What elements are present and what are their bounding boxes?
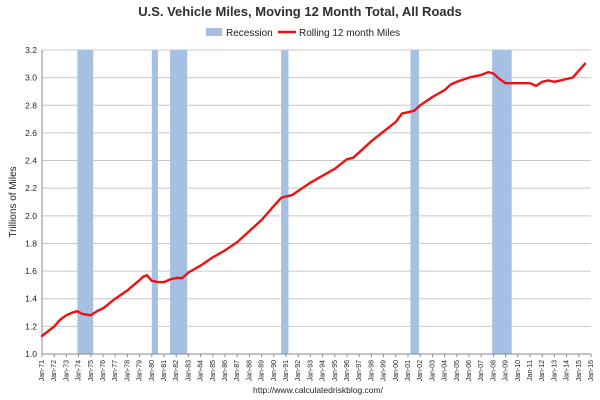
y-tick-label: 2.2: [25, 183, 37, 193]
x-tick-label: Jan-89: [259, 360, 266, 382]
x-tick-label: Jan-96: [344, 360, 351, 382]
legend-miles-label: Rolling 12 month Miles: [299, 28, 400, 39]
x-tick-label: Jan-74: [76, 360, 83, 382]
x-tick-label: Jan-03: [429, 360, 436, 382]
x-tick-label: Jan-12: [539, 360, 546, 382]
legend: Recession Rolling 12 month Miles: [206, 28, 400, 39]
x-tick-label: Jan-75: [88, 360, 95, 382]
x-tick-label: Jan-04: [442, 360, 449, 382]
x-tick-label: Jan-05: [454, 360, 461, 382]
x-tick-label: Jan-00: [393, 360, 400, 382]
x-tick-label: Jan-98: [368, 360, 375, 382]
y-tick-label: 1.4: [25, 294, 37, 304]
x-tick-label: Jan-95: [332, 360, 339, 382]
x-tick-label: Jan-08: [490, 360, 497, 382]
y-tick-label: 2.8: [25, 100, 37, 110]
x-tick-label: Jan-77: [112, 360, 119, 382]
x-tick-label: Jan-82: [173, 360, 180, 382]
chart-title: U.S. Vehicle Miles, Moving 12 Month Tota…: [138, 4, 462, 19]
x-tick-label: Jan-85: [210, 360, 217, 382]
legend-recession-swatch: [206, 28, 222, 36]
x-tick-label: Jan-83: [185, 360, 192, 382]
y-tick-label: 3.2: [25, 45, 37, 55]
y-tick-label: 1.8: [25, 238, 37, 248]
x-tick-label: Jan-06: [466, 360, 473, 382]
x-tick-label: Jan-86: [222, 360, 229, 382]
x-tick-label: Jan-16: [588, 360, 595, 382]
x-tick-label: Jan-94: [320, 360, 327, 382]
y-tick-label: 2.6: [25, 128, 37, 138]
x-tick-label: Jan-88: [246, 360, 253, 382]
x-tick-label: Jan-76: [100, 360, 107, 382]
x-tick-label: Jan-73: [63, 360, 70, 382]
x-tick-label: Jan-11: [527, 360, 534, 381]
x-tick-label: Jan-78: [124, 360, 131, 382]
x-tick-label: Jan-13: [551, 360, 558, 382]
x-tick-label: Jan-09: [503, 360, 510, 382]
x-tick-label: Jan-79: [137, 360, 144, 382]
recession-band: [170, 50, 188, 354]
x-tick-label: Jan-02: [417, 360, 424, 382]
y-axis-label: Trillions of Miles: [8, 166, 19, 237]
y-tick-label: 2.0: [25, 211, 37, 221]
legend-recession-label: Recession: [226, 28, 273, 39]
x-tick-label: Jan-72: [51, 360, 58, 382]
x-tick-label: Jan-71: [39, 360, 46, 382]
x-tick-label: Jan-07: [478, 360, 485, 382]
recession-band: [281, 50, 289, 354]
x-tick-label: Jan-80: [149, 360, 156, 382]
series-line-rolling-miles: [40, 62, 587, 338]
x-tick-label: Jan-81: [161, 360, 168, 382]
x-tick-label: Jan-84: [198, 360, 205, 382]
recession-band: [492, 50, 512, 354]
x-tick-label: Jan-90: [271, 360, 278, 382]
x-tick-label: Jan-14: [564, 360, 571, 382]
x-tick-label: Jan-92: [295, 360, 302, 382]
x-tick-label: Jan-91: [283, 360, 290, 382]
x-tick-label: Jan-97: [356, 360, 363, 382]
x-tick-label: Jan-87: [234, 360, 241, 382]
recession-band: [77, 50, 94, 354]
source-credit: http://www.calculatedriskblog.com/: [253, 385, 384, 395]
x-tick-label: Jan-93: [307, 360, 314, 382]
recession-band: [410, 50, 419, 354]
x-tick-label: Jan-15: [576, 360, 583, 382]
recession-band: [151, 50, 158, 354]
x-tick-label: Jan-10: [515, 360, 522, 382]
x-tick-label: Jan-99: [381, 360, 388, 382]
x-tick-label: Jan-01: [405, 360, 412, 382]
y-tick-label: 2.4: [25, 156, 37, 166]
y-tick-label: 1.6: [25, 266, 37, 276]
y-tick-label: 1.2: [25, 321, 37, 331]
y-tick-label: 3.0: [25, 73, 37, 83]
y-tick-label: 1.0: [25, 349, 37, 359]
plot-area: 1.0 1.2 1.4 1.6 1.8 2.0 2.2 2.4 2.6 2.8 3.0 3.2 Jan-…: [25, 45, 595, 381]
